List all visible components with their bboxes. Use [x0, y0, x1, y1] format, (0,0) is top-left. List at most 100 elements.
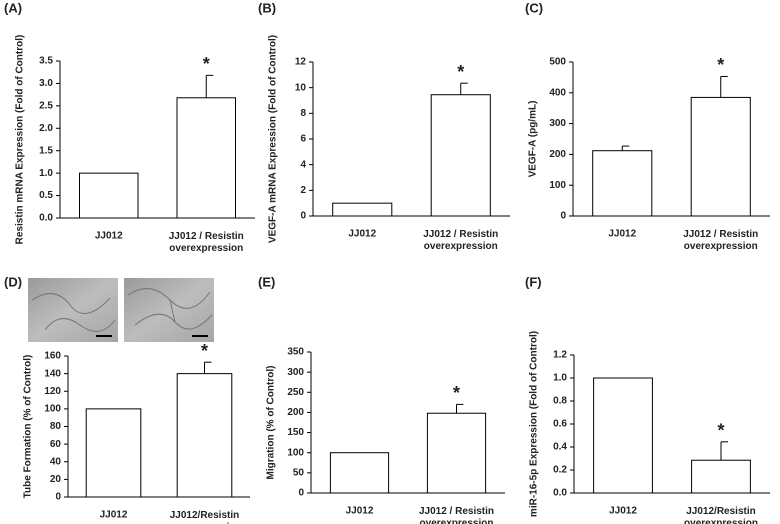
y-axis-label: Tube Formation (% of Control) — [23, 355, 34, 499]
y-tick-label: 1.5 — [39, 145, 53, 156]
panel-label: (D) — [4, 274, 22, 289]
x-tick-label: JJ012 / Resistin overexpression — [683, 229, 758, 252]
y-tick-label: 6 — [300, 134, 306, 145]
y-tick-label: 0.8 — [553, 396, 567, 407]
bar — [79, 172, 139, 219]
error-bar — [720, 441, 728, 461]
y-tick-label: 3.5 — [39, 56, 53, 67]
bar — [593, 377, 653, 494]
y-tick-label: 3.0 — [39, 78, 53, 89]
y-tick-label: 40 — [50, 456, 62, 467]
error-bar — [460, 82, 468, 95]
bar — [176, 373, 233, 498]
micrograph — [124, 278, 214, 342]
y-tick-label: 12 — [295, 57, 307, 68]
x-tick-label: JJ012 / Resistin overexpression — [419, 506, 494, 524]
panel-label: (E) — [258, 274, 275, 289]
y-tick-label: 0.0 — [39, 213, 53, 224]
y-tick-label: 150 — [287, 427, 304, 438]
error-bar — [456, 403, 464, 414]
y-axis-label: VEGF-A (pg/mL) — [528, 101, 539, 178]
error-bar — [205, 74, 214, 98]
y-axis-label: Resistin mRNA Expression (Fold of Contro… — [15, 35, 26, 245]
y-tick-label: 100 — [549, 180, 566, 191]
bar — [176, 97, 236, 219]
panel-label: (B) — [258, 0, 276, 15]
significance-mark: * — [203, 54, 210, 74]
micrograph-texture — [127, 288, 213, 330]
micrograph-texture — [31, 293, 116, 332]
x-tick-label: JJ012 — [95, 231, 123, 242]
y-tick-label: 300 — [549, 118, 566, 129]
bar — [592, 150, 653, 217]
x-tick-label: JJ012 / Resistin overexpression — [169, 231, 244, 254]
y-tick-label: 120 — [44, 386, 61, 397]
y-tick-label: 0.2 — [553, 465, 567, 476]
y-tick-label: 8 — [300, 108, 306, 119]
y-axis-label: Migration (% of Control) — [266, 366, 277, 480]
y-tick-label: 4 — [300, 159, 306, 170]
y-tick-label: 160 — [44, 351, 61, 362]
x-tick-label: JJ012 — [100, 510, 128, 521]
y-tick-label: 1.0 — [39, 168, 53, 179]
y-tick-label: 500 — [549, 57, 566, 68]
y-tick-label: 350 — [287, 347, 304, 358]
panel-label: (C) — [525, 0, 543, 15]
error-bar — [621, 145, 630, 151]
x-tick-label: JJ012 — [609, 506, 637, 517]
x-tick-label: JJ012 — [346, 506, 374, 517]
bar — [690, 96, 751, 217]
panel-label: (A) — [4, 0, 22, 15]
y-tick-label: 0.0 — [553, 488, 567, 499]
micrographs — [28, 278, 214, 342]
significance-mark: * — [717, 55, 724, 75]
y-tick-label: 140 — [44, 368, 61, 379]
x-tick-label: JJ012 / Resistin overexpression — [423, 229, 498, 252]
y-tick-label: 2.5 — [39, 100, 53, 111]
y-tick-label: 2 — [300, 185, 306, 196]
x-tick-label: JJ012 — [608, 229, 636, 240]
y-tick-label: 250 — [287, 387, 304, 398]
error-bar — [720, 75, 728, 98]
y-tick-label: 0.6 — [553, 419, 567, 430]
significance-mark: * — [453, 383, 460, 403]
y-tick-label: 100 — [287, 447, 304, 458]
y-tick-label: 10 — [295, 82, 307, 93]
bar — [85, 408, 142, 498]
y-tick-label: 200 — [287, 407, 304, 418]
y-tick-label: 0.4 — [553, 442, 567, 453]
significance-mark: * — [201, 341, 208, 361]
y-tick-label: 0.5 — [39, 190, 53, 201]
micrograph — [28, 278, 118, 342]
significance-mark: * — [717, 421, 724, 441]
y-tick-label: 2.0 — [39, 123, 53, 134]
bar — [332, 202, 393, 217]
bar — [691, 459, 751, 494]
y-tick-label: 1.0 — [553, 373, 567, 384]
error-bar — [204, 361, 212, 374]
panel-label: (F) — [525, 274, 542, 289]
y-tick-label: 1.2 — [553, 350, 567, 361]
y-tick-label: 100 — [44, 404, 61, 415]
bar — [329, 452, 390, 494]
x-tick-label: JJ012 — [348, 229, 376, 240]
y-tick-label: 80 — [50, 421, 62, 432]
y-tick-label: 200 — [549, 149, 566, 160]
y-tick-label: 50 — [293, 467, 305, 478]
bar — [430, 94, 491, 217]
y-axis-label: miR-16-5p Expression (Fold of Control) — [529, 331, 540, 517]
y-tick-label: 0 — [300, 211, 306, 222]
y-tick-label: 20 — [50, 474, 62, 485]
y-tick-label: 300 — [287, 367, 304, 378]
y-tick-label: 0 — [55, 492, 61, 503]
y-tick-label: 0 — [560, 211, 566, 222]
y-axis-label: VEGF-A mRNA Expression (Fold of Control) — [268, 35, 279, 243]
bar — [426, 412, 487, 494]
y-tick-label: 60 — [50, 439, 62, 450]
significance-mark: * — [457, 62, 464, 82]
y-tick-label: 0 — [298, 488, 304, 499]
y-tick-label: 400 — [549, 87, 566, 98]
